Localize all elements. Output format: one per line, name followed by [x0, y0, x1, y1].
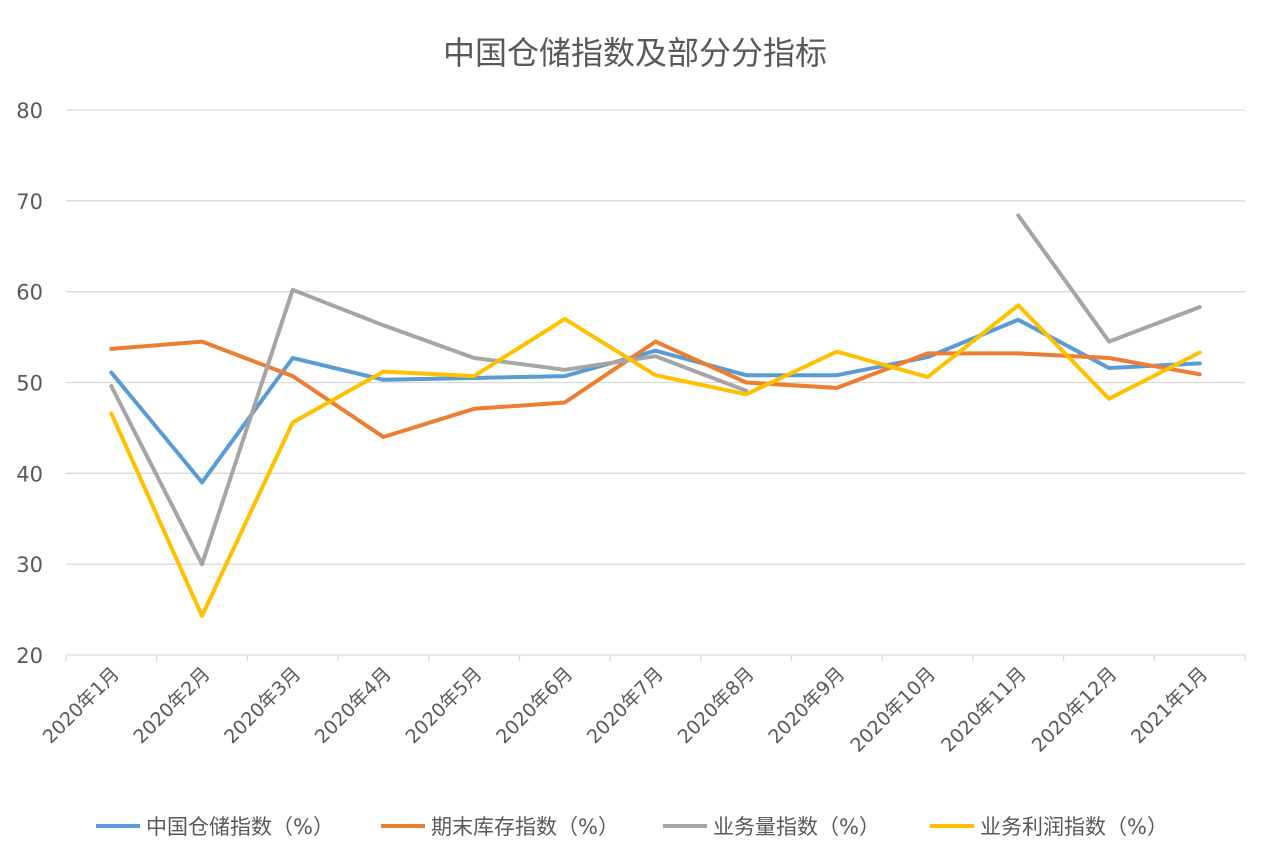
y-axis-tick-labels: 20 30 40 50 60 70 80 [16, 99, 43, 668]
series-line-2 [109, 339, 1202, 439]
series-line-3 [109, 287, 749, 567]
series-line-1 [109, 317, 1202, 485]
x-tick-label: 2020年12月 [1028, 663, 1122, 757]
series-line-3 [1016, 213, 1202, 344]
x-tick-label: 2020年3月 [220, 663, 305, 748]
x-tick-label: 2020年8月 [674, 663, 759, 748]
x-tick-label: 2020年10月 [846, 663, 940, 757]
x-tick-label: 2020年5月 [401, 663, 486, 748]
chart-title: 中国仓储指数及部分分指标 [443, 34, 827, 72]
y-tick-label: 70 [16, 190, 43, 214]
legend-item-3[interactable]: 业务量指数（%） [663, 815, 880, 839]
x-tick-label: 2020年4月 [311, 663, 396, 748]
gridlines [66, 109, 1245, 565]
x-tick-label: 2020年1月 [39, 663, 124, 748]
x-tick-label: 2020年6月 [492, 663, 577, 748]
y-tick-label: 30 [16, 553, 43, 577]
y-tick-label: 50 [16, 372, 43, 396]
x-tick-label: 2020年11月 [937, 663, 1031, 757]
legend-item-4[interactable]: 业务利润指数（%） [930, 815, 1168, 839]
legend-label: 业务利润指数（%） [980, 815, 1168, 839]
y-tick-label: 20 [16, 644, 43, 668]
series-line-4 [109, 303, 1202, 618]
x-tick-label: 2020年7月 [583, 663, 668, 748]
y-tick-label: 60 [16, 281, 43, 305]
legend-label: 期末库存指数（%） [431, 815, 619, 839]
legend-label: 业务量指数（%） [713, 815, 880, 839]
x-tick-label: 2020年2月 [129, 663, 214, 748]
legend-item-2[interactable]: 期末库存指数（%） [381, 815, 619, 839]
x-tick-label: 2021年1月 [1127, 663, 1212, 748]
series-lines [109, 213, 1202, 618]
y-tick-label: 80 [16, 99, 43, 123]
axes [65, 654, 1246, 661]
x-tick-label: 2020年9月 [764, 663, 849, 748]
x-axis-tick-labels: 2020年1月 2020年2月 2020年3月 2020年4月 2020年5月 2020年… [39, 663, 1212, 757]
y-tick-label: 40 [16, 462, 43, 486]
legend[interactable]: 中国仓储指数（%） 期末库存指数（%） 业务量指数（%） 业务利润指数（%） [96, 815, 1168, 839]
legend-item-1[interactable]: 中国仓储指数（%） [96, 815, 334, 839]
legend-label: 中国仓储指数（%） [146, 815, 334, 839]
